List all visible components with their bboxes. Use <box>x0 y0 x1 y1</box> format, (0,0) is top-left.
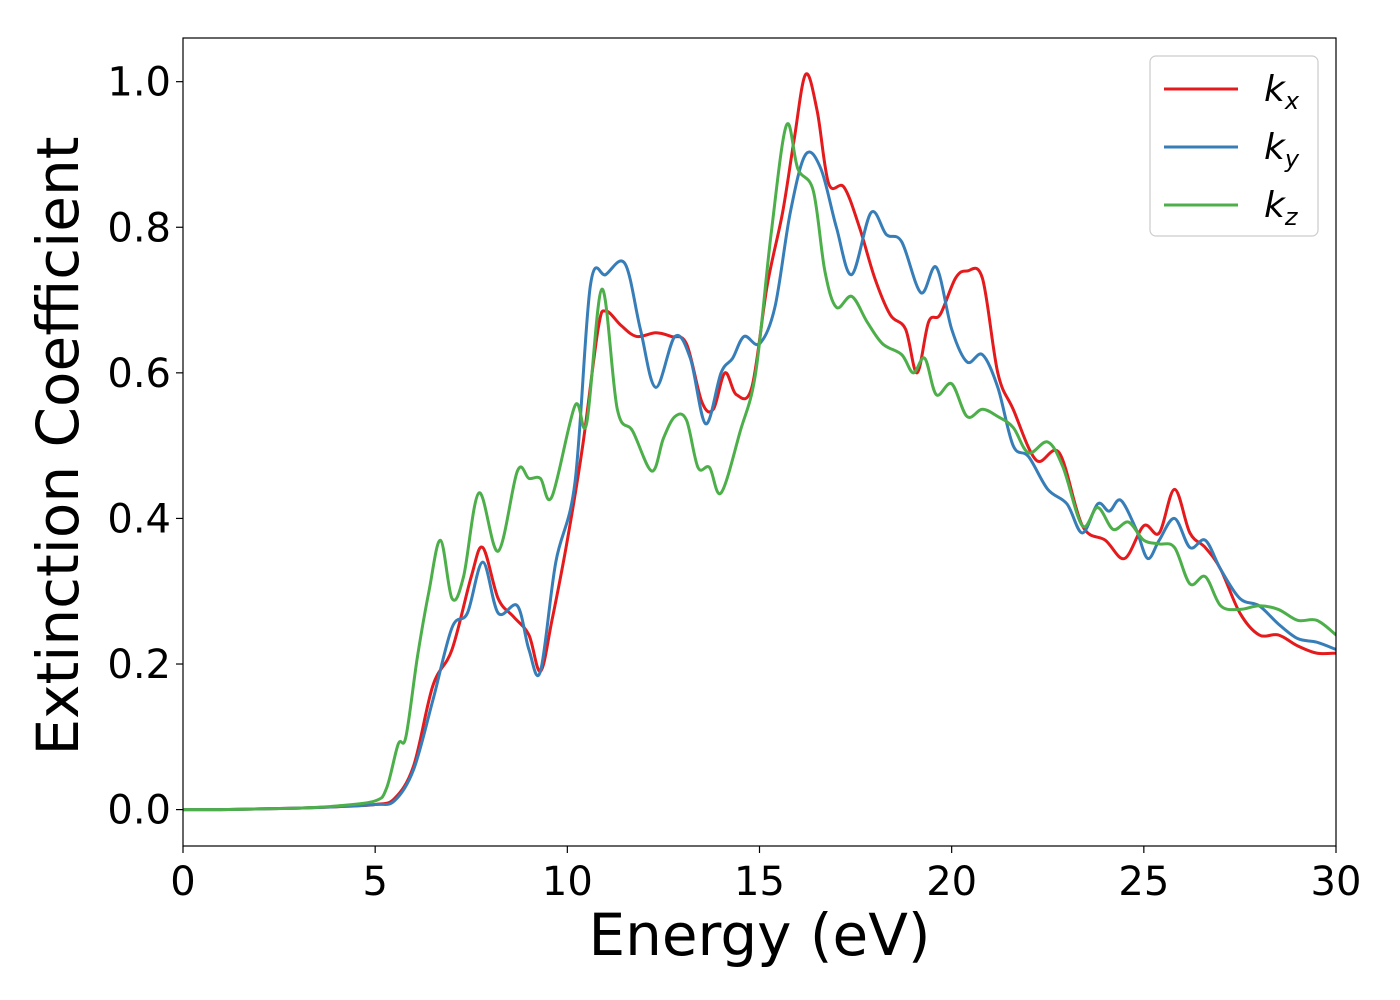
legend-label-main: k <box>1264 69 1287 110</box>
x-tick-label: 25 <box>1118 859 1169 905</box>
tick-layer: 0 5 10 15 20 25 30 0.0 0.2 0.4 0.6 0.8 1.0 <box>107 60 1361 905</box>
x-tick-label: 5 <box>362 859 387 905</box>
x-tick-label: 10 <box>542 859 593 905</box>
x-axis-label: Energy (eV) <box>588 901 930 969</box>
x-tick-label: 30 <box>1311 859 1362 905</box>
legend-label-main: k <box>1264 127 1287 168</box>
y-tick-label: 0.6 <box>107 351 171 397</box>
x-tick-label: 0 <box>170 859 195 905</box>
series-line-y <box>183 150 1336 812</box>
y-tick-label: 1.0 <box>107 60 171 106</box>
legend-label-main: k <box>1264 185 1287 226</box>
y-axis-label: Extinction Coefficient <box>24 137 92 756</box>
label-layer: Energy (eV) Extinction Coefficient <box>24 137 931 969</box>
y-tick-label: 0.8 <box>107 205 171 251</box>
legend-label-x: kx <box>1264 69 1300 115</box>
x-tick-label: 20 <box>926 859 977 905</box>
legend-label-sub: x <box>1284 87 1300 115</box>
legend-label-sub: z <box>1284 203 1299 231</box>
series-lines <box>183 72 1336 812</box>
legend-label-sub: y <box>1284 145 1300 173</box>
legend-label-y: ky <box>1264 127 1300 173</box>
y-tick-label: 0.0 <box>107 788 171 834</box>
y-tick-label: 0.2 <box>107 642 171 688</box>
y-tick-label: 0.4 <box>107 496 171 542</box>
series-line-z <box>183 122 1336 812</box>
legend-label-z: kz <box>1264 185 1299 231</box>
x-tick-label: 15 <box>734 859 785 905</box>
